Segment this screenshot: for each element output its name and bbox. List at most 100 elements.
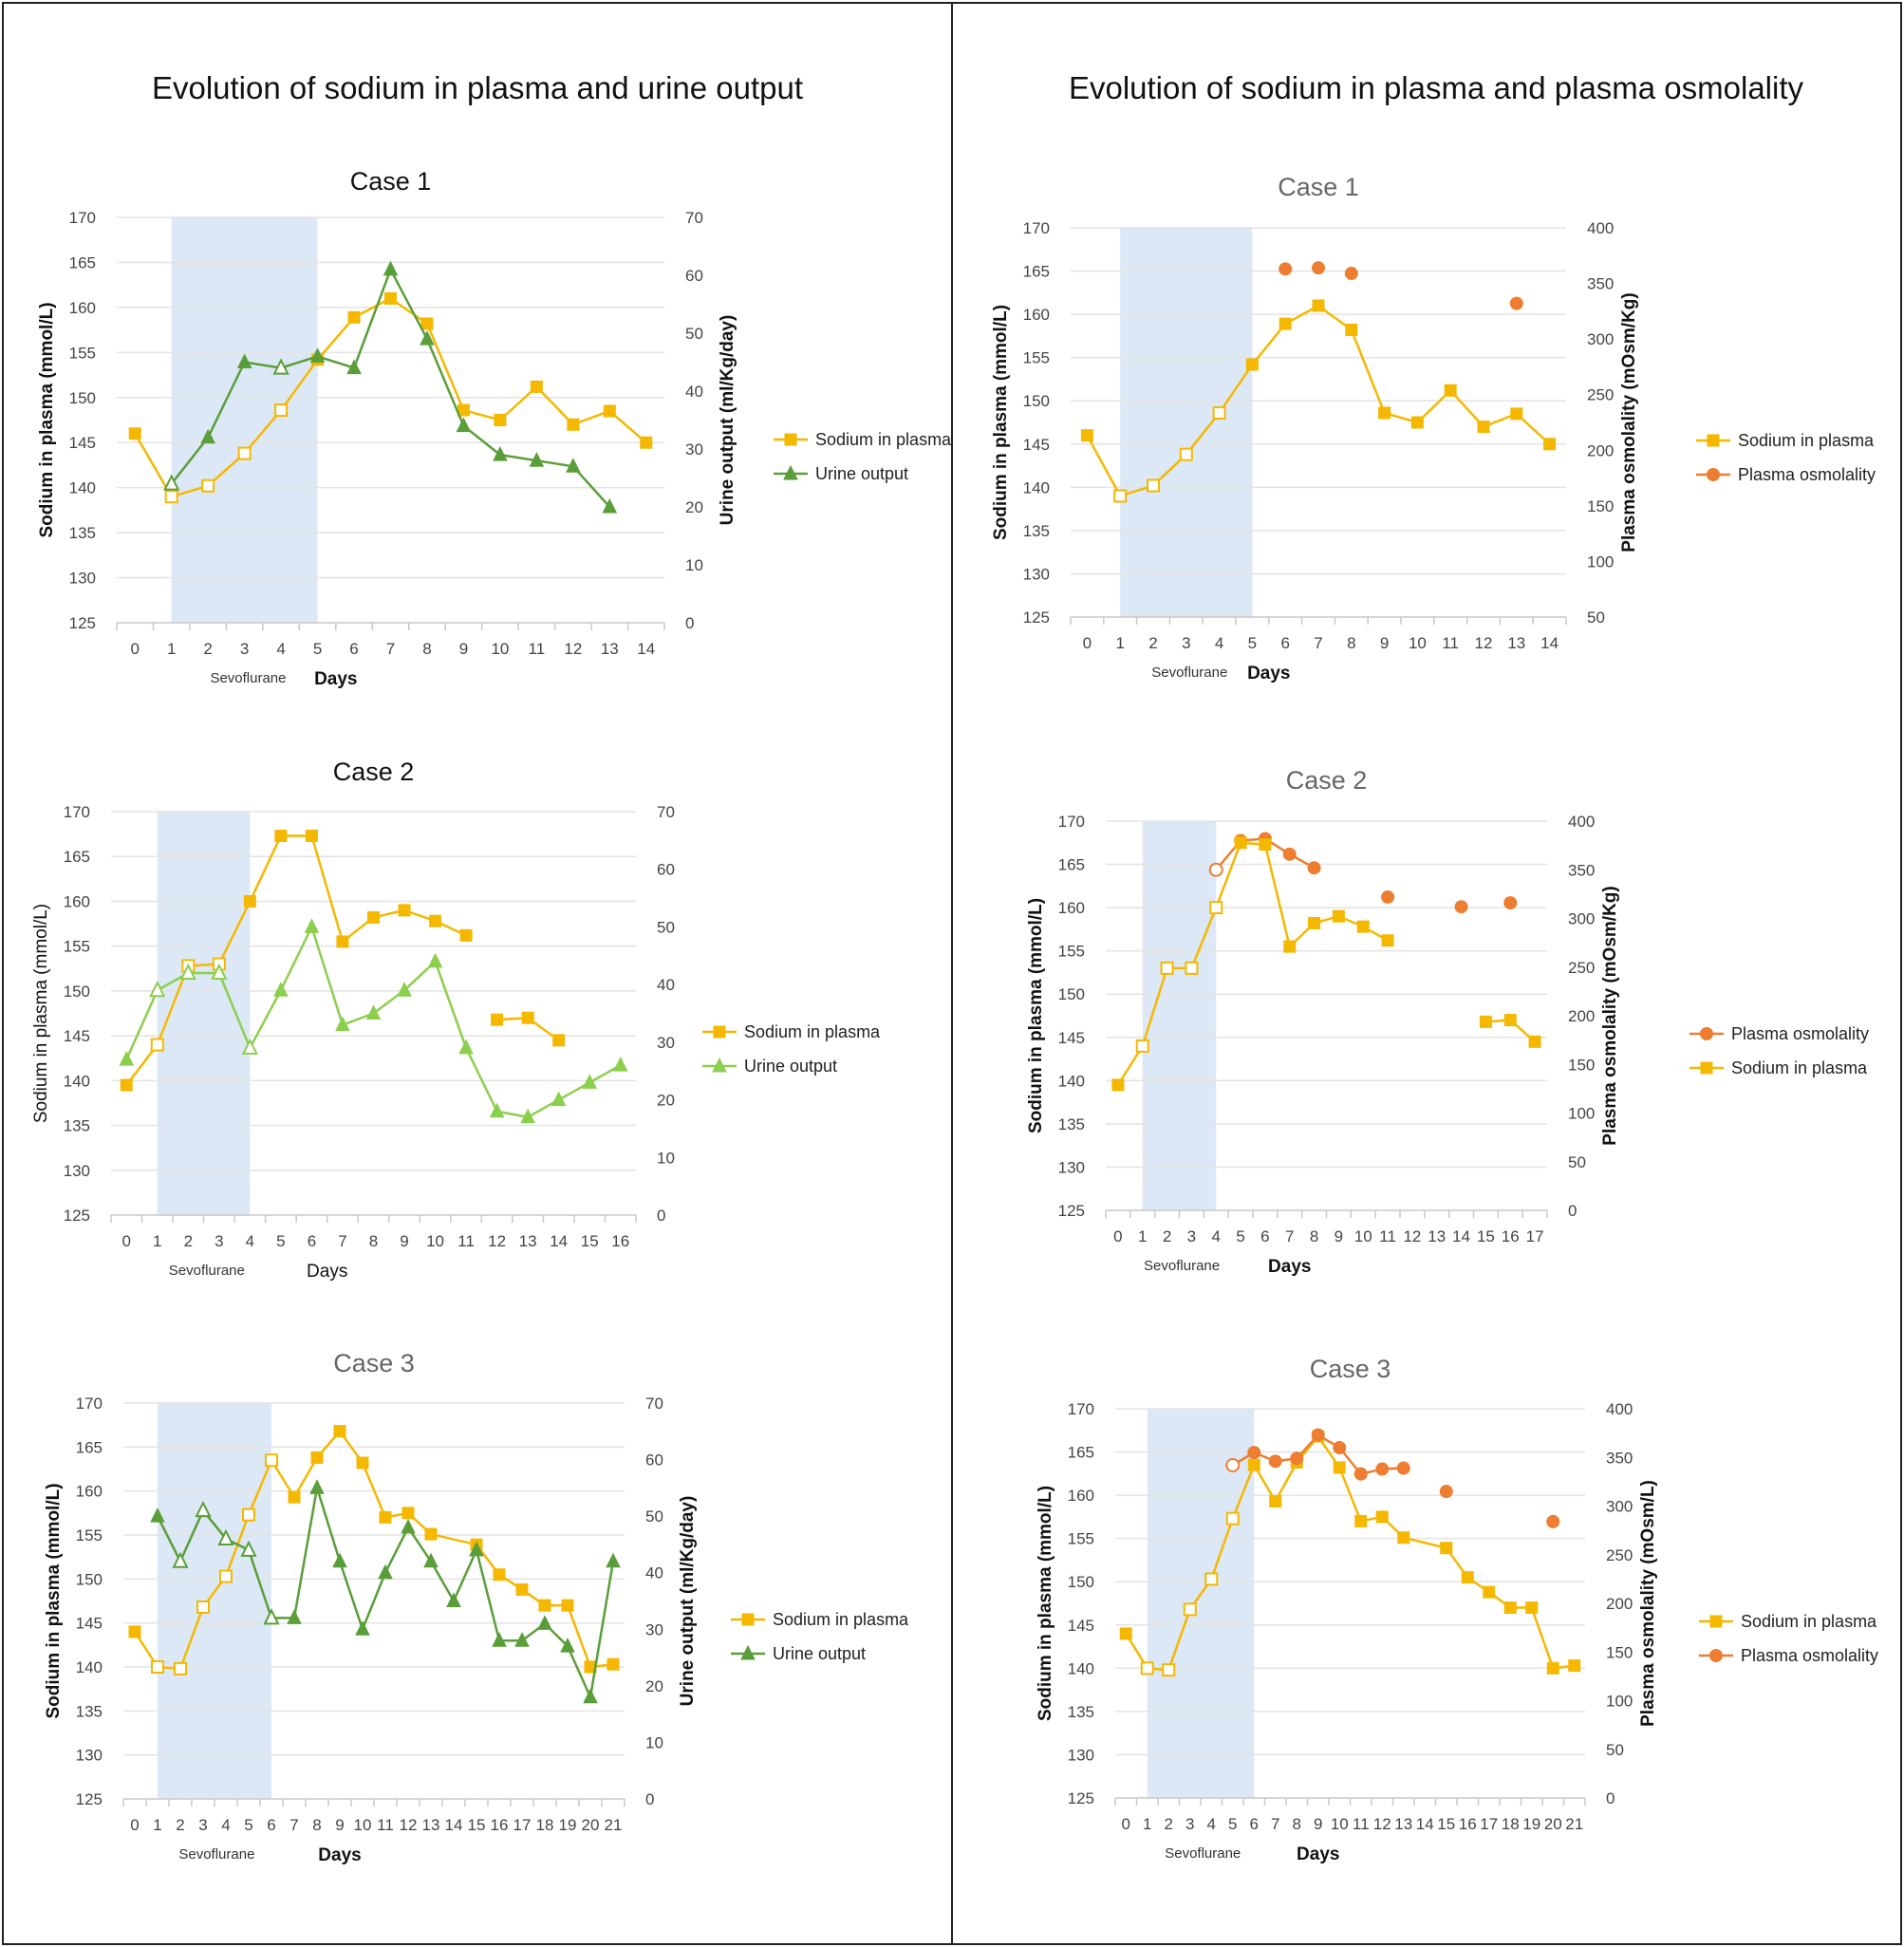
chart-1-1-y2label: Urine output (ml/Kg/day) bbox=[718, 315, 737, 526]
chart-1-1-point bbox=[420, 317, 434, 330]
chart-1-3-point bbox=[401, 1518, 416, 1534]
chart-2-1-point bbox=[1312, 261, 1325, 275]
chart-2-3-point bbox=[1225, 1511, 1240, 1526]
chart-1-3-sevoflurane-label: Sevoflurane bbox=[178, 1846, 254, 1863]
chart-2-3-point bbox=[1439, 1485, 1453, 1499]
chart-2-2-y2label: Plasma osmolality (mOsm/Kg) bbox=[1600, 886, 1620, 1145]
chart-2-1-y-tick: 140 bbox=[1023, 478, 1050, 496]
chart-2-1-x-tick: 3 bbox=[1182, 634, 1190, 652]
chart-2-3-point bbox=[1119, 1627, 1132, 1640]
chart-1-2-point bbox=[150, 1038, 164, 1052]
chart-1-1-x-tick: 12 bbox=[564, 640, 582, 658]
chart-1-3-legend-label: Sodium in plasma bbox=[773, 1610, 909, 1629]
chart-1-1-y2-tick: 10 bbox=[685, 556, 703, 574]
chart-1-1-point bbox=[530, 380, 543, 393]
chart-2-1-x-tick: 0 bbox=[1083, 634, 1092, 652]
chart-2-2-point bbox=[1185, 961, 1199, 975]
chart-1-3-x-tick: 17 bbox=[513, 1816, 532, 1834]
chart-1-2-x-tick: 13 bbox=[519, 1232, 537, 1250]
chart-1-1-point bbox=[272, 358, 289, 375]
chart-2-2-point bbox=[1308, 917, 1321, 930]
chart-1-1-point bbox=[128, 427, 141, 440]
chart-1-2-y-tick: 160 bbox=[64, 892, 90, 910]
chart-1-3-x-tick: 7 bbox=[289, 1816, 298, 1834]
chart-2-1-point bbox=[1080, 429, 1093, 442]
chart-2-1-point bbox=[1212, 405, 1226, 420]
chart-1-2-title: Case 2 bbox=[333, 758, 415, 786]
chart-1-3-y-tick: 140 bbox=[76, 1658, 103, 1676]
chart-2-1-y-tick: 130 bbox=[1023, 565, 1050, 583]
chart-1-2-legend-marker bbox=[713, 1025, 726, 1039]
chart-2-2-legend-marker bbox=[1700, 1061, 1713, 1075]
chart-2-1-legend-item: Sodium in plasma bbox=[1696, 431, 1875, 450]
chart-1-2-series-urine-output bbox=[119, 918, 628, 1124]
chart-2-1-x-tick: 6 bbox=[1280, 634, 1289, 652]
chart-2-3-y2label: Plasma osmolality (mOsm/L) bbox=[1638, 1480, 1658, 1727]
chart-1-3-point bbox=[172, 1551, 189, 1568]
chart-2-1-legend-marker bbox=[1707, 434, 1720, 447]
chart-2-2-point bbox=[1234, 836, 1247, 850]
chart-2-1-sevoflurane-label: Sevoflurane bbox=[1151, 665, 1227, 681]
chart-2-1-x-tick: 9 bbox=[1380, 634, 1389, 652]
chart-1-1-sevoflurane-label: Sevoflurane bbox=[210, 670, 286, 686]
chart-1-1-x-tick: 10 bbox=[491, 640, 509, 658]
chart-1-3-y2-tick: 50 bbox=[645, 1507, 663, 1526]
chart-1-1-point bbox=[384, 291, 397, 305]
chart-2-2-x-tick: 7 bbox=[1285, 1227, 1294, 1245]
chart-2-1-series-sodium-in-plasma bbox=[1080, 299, 1557, 503]
chart-2-1-x-tick: 12 bbox=[1475, 634, 1493, 652]
chart-1-1-point bbox=[347, 310, 361, 324]
chart-2-3-y-tick: 170 bbox=[1068, 1400, 1094, 1418]
chart-2-1-x-tick: 2 bbox=[1148, 634, 1157, 652]
chart-1-3-x-tick: 8 bbox=[312, 1816, 321, 1834]
chart-1-2-x-tick: 11 bbox=[457, 1232, 475, 1250]
chart-1-3-y2-tick: 0 bbox=[645, 1790, 654, 1808]
chart-1-1-x-tick: 1 bbox=[167, 640, 176, 658]
chart-2-2-point bbox=[1503, 896, 1518, 910]
chart-2-1-x-tick: 7 bbox=[1314, 634, 1322, 652]
chart-1-1-y2-tick: 50 bbox=[685, 325, 703, 343]
chart-2-2-legend-label: Plasma osmolality bbox=[1731, 1024, 1869, 1043]
chart-2-2-point bbox=[1307, 861, 1321, 875]
chart-1-1-ylabel: Sodium in plasma (mmol/L) bbox=[37, 302, 57, 537]
chart-2-3-y2-tick: 100 bbox=[1606, 1693, 1633, 1711]
chart-2-2-x-tick: 12 bbox=[1403, 1227, 1421, 1245]
chart-2-1-x-tick: 11 bbox=[1442, 634, 1459, 652]
chart-2-3-x-tick: 11 bbox=[1353, 1815, 1370, 1833]
chart-1-3-point bbox=[356, 1456, 369, 1470]
chart-2-3-x-tick: 14 bbox=[1416, 1815, 1434, 1833]
chart-1-2-x-tick: 16 bbox=[611, 1232, 629, 1250]
chart-1-3-legend-marker bbox=[741, 1613, 755, 1626]
chart-2-3-legend-item: Sodium in plasma bbox=[1699, 1612, 1877, 1631]
chart-1-2-point bbox=[551, 1091, 567, 1107]
chart-1-3-point bbox=[332, 1552, 347, 1568]
chart-1-2-y-tick: 155 bbox=[64, 938, 90, 956]
chart-2-3-y-tick: 135 bbox=[1068, 1703, 1094, 1721]
chart-2-2-point bbox=[1160, 961, 1174, 975]
chart-1-1-y-tick: 145 bbox=[69, 434, 96, 452]
chart-2-3-x-tick: 17 bbox=[1480, 1815, 1498, 1833]
chart-2-2-x-tick: 9 bbox=[1335, 1227, 1343, 1245]
chart-2-3-y2-tick: 250 bbox=[1606, 1546, 1633, 1564]
chart-panel2-case1: Case 11251301351401451501551601651705010… bbox=[991, 173, 1876, 683]
chart-1-2-y-tick: 145 bbox=[64, 1027, 90, 1045]
chart-2-3-sevoflurane-label: Sevoflurane bbox=[1165, 1845, 1241, 1862]
chart-1-2-y-tick: 140 bbox=[64, 1072, 90, 1090]
chart-2-2-legend-item: Sodium in plasma bbox=[1689, 1058, 1868, 1077]
chart-1-2-point bbox=[211, 963, 228, 980]
chart-1-2-point bbox=[179, 963, 196, 980]
chart-1-3-y-tick: 155 bbox=[76, 1526, 103, 1544]
chart-2-3-x-tick: 9 bbox=[1314, 1815, 1322, 1833]
chart-2-3-x-tick: 7 bbox=[1271, 1815, 1279, 1833]
chart-2-3-x-tick: 5 bbox=[1228, 1815, 1237, 1833]
chart-2-3-point bbox=[1247, 1446, 1261, 1460]
chart-1-1-x-tick: 0 bbox=[130, 640, 139, 658]
chart-2-2-point bbox=[1356, 920, 1370, 933]
chart-2-3-point bbox=[1140, 1661, 1154, 1676]
chart-1-1-y-tick: 165 bbox=[69, 253, 96, 271]
chart-1-1-y2-tick: 30 bbox=[685, 440, 703, 459]
chart-1-3-point bbox=[288, 1490, 301, 1504]
chart-2-1-y2-tick: 400 bbox=[1587, 219, 1614, 237]
chart-1-3-y-tick: 145 bbox=[76, 1615, 103, 1633]
chart-2-2-point bbox=[1283, 940, 1297, 953]
